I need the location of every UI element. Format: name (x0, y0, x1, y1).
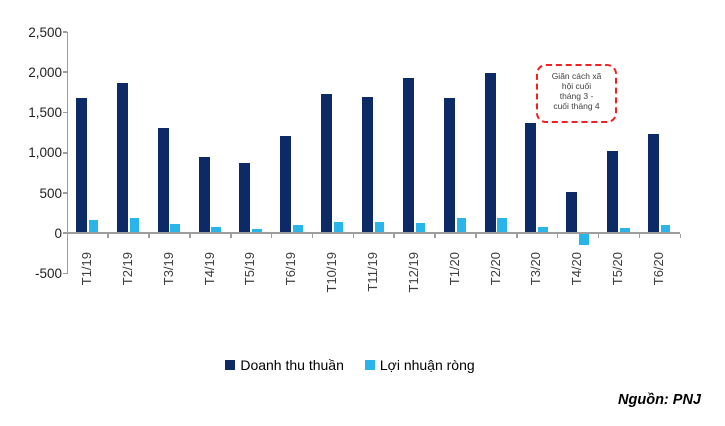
legend-label-loi-nhuan-rong: Lợi nhuận ròng (379, 357, 475, 373)
y-axis-tick-mark (62, 111, 67, 114)
bar-series-1-T1/19 (88, 219, 99, 232)
bar-series-1-T5/19 (252, 228, 262, 232)
x-axis-label: T6/19 (283, 252, 299, 286)
x-axis-tick-mark (679, 233, 682, 238)
x-axis-tick-mark (556, 233, 559, 238)
bar-series-0-T3/20 (525, 122, 537, 232)
x-axis-tick-mark (393, 233, 396, 238)
bar-series-0-T2/19 (116, 83, 128, 232)
x-axis-label: T5/20 (610, 252, 626, 286)
x-axis-tick-mark (352, 233, 355, 238)
bar-series-1-T5/20 (620, 228, 630, 232)
y-axis-tick-label: -500 (34, 266, 62, 281)
bar-series-1-T6/20 (660, 225, 671, 232)
x-axis-label: T3/20 (528, 252, 544, 286)
y-axis-tick-mark (62, 151, 67, 154)
legend-swatch-loi-nhuan-rong (364, 360, 375, 370)
x-axis-label: T4/20 (569, 252, 585, 286)
x-axis-tick-mark (189, 233, 191, 238)
x-axis-label: T11/19 (365, 252, 380, 292)
x-axis-tick-mark (229, 233, 232, 238)
legend-label-doanh-thu-thuan: Doanh thu thuần (240, 357, 344, 373)
bar-series-0-T2/20 (484, 73, 496, 232)
y-axis-tick-label: 500 (39, 185, 62, 201)
bar-series-1-T4/19 (211, 227, 221, 232)
x-axis-tick-mark (638, 233, 641, 238)
x-axis-label: T4/19 (201, 252, 217, 286)
bar-series-1-T4/20 (579, 233, 589, 246)
x-axis-label: T1/19 (78, 252, 94, 286)
x-axis-tick-mark (148, 233, 150, 238)
x-axis-line (66, 232, 680, 234)
bar-series-0-T4/19 (198, 156, 210, 232)
x-axis-tick-mark (475, 233, 477, 238)
x-axis-tick-mark (597, 233, 600, 238)
legend: Doanh thu thuần Lợi nhuận ròng (0, 356, 725, 374)
bar-series-0-T3/19 (157, 128, 169, 232)
x-axis-label: T6/20 (651, 252, 667, 286)
y-axis-tick-mark (62, 71, 67, 74)
bar-series-0-T6/19 (280, 136, 292, 232)
y-axis-tick-label: 1,000 (28, 145, 62, 161)
y-axis-line (66, 32, 69, 274)
y-axis-tick-label: 0 (54, 225, 62, 241)
bar-series-1-T1/20 (456, 218, 467, 232)
x-axis-label: T5/19 (242, 252, 258, 286)
bar-series-0-T5/19 (239, 163, 251, 232)
y-axis-tick-label: 2,500 (28, 24, 62, 40)
bar-series-0-T1/19 (75, 98, 87, 232)
bar-series-1-T3/19 (170, 223, 180, 232)
x-axis-tick-mark (107, 233, 109, 238)
bar-series-1-T2/20 (497, 217, 507, 232)
y-axis-tick-label: 1,500 (28, 105, 62, 120)
bar-series-1-T12/19 (415, 222, 426, 232)
x-axis-label: T2/20 (487, 252, 503, 286)
bar-series-1-T10/19 (333, 221, 344, 232)
legend-item-loi-nhuan-rong: Lợi nhuận ròng (364, 357, 475, 373)
y-axis-tick-label: 2,000 (28, 64, 62, 80)
source-note: Nguồn: PNJ (618, 392, 701, 408)
bar-series-1-T11/19 (374, 221, 385, 232)
annotation-box: Giãn cách xã hội cuối tháng 3 - cuối thá… (536, 64, 617, 123)
bar-series-0-T4/20 (566, 191, 578, 232)
x-axis-tick-mark (66, 233, 69, 238)
legend-swatch-doanh-thu-thuan (225, 360, 236, 370)
bar-series-0-T5/20 (607, 150, 619, 232)
x-axis-tick-mark (311, 233, 314, 238)
x-axis-tick-mark (434, 233, 436, 238)
x-axis-label: T2/19 (119, 252, 135, 286)
x-axis-tick-mark (516, 233, 518, 238)
bar-series-0-T6/20 (648, 133, 660, 232)
y-axis-tick-mark (62, 232, 67, 235)
bar-series-0-T11/19 (362, 96, 373, 232)
bar-series-1-T6/19 (293, 225, 303, 232)
y-axis-tick-mark (62, 192, 67, 194)
bar-series-1-T3/20 (538, 226, 548, 232)
bar-series-1-T2/19 (129, 217, 140, 232)
bar-series-0-T12/19 (402, 78, 414, 232)
y-axis-tick-mark (62, 31, 67, 33)
y-axis-tick-mark (62, 272, 67, 275)
legend-item-doanh-thu-thuan: Doanh thu thuần (225, 357, 344, 373)
x-axis-label: T10/19 (324, 252, 340, 293)
x-axis-tick-mark (270, 233, 273, 238)
x-axis-label: T1/20 (446, 252, 462, 286)
x-axis-label: T3/19 (160, 252, 176, 286)
x-axis-label: T12/19 (405, 252, 421, 293)
bar-series-0-T10/19 (321, 93, 333, 232)
bar-series-0-T1/20 (443, 97, 455, 232)
